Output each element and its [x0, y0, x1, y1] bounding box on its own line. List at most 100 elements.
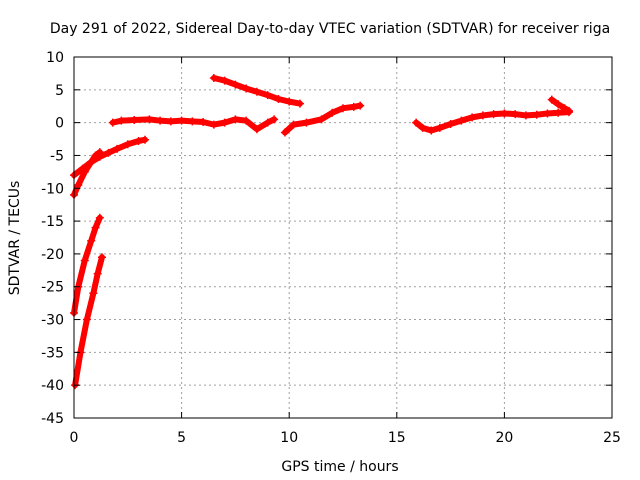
data-point	[427, 126, 436, 135]
data-point	[209, 120, 218, 129]
data-point	[95, 152, 104, 161]
y-tick-label: 10	[46, 50, 64, 66]
data-point	[270, 115, 279, 124]
data-point	[134, 137, 143, 146]
x-tick-label: 20	[495, 430, 513, 446]
y-tick-label: 5	[55, 83, 64, 99]
data-point	[356, 101, 365, 110]
series-arc-9	[547, 95, 573, 115]
data-point	[554, 100, 563, 109]
series-arc-4	[70, 135, 150, 180]
chart-title: Day 291 of 2022, Sidereal Day-to-day VTE…	[50, 21, 610, 37]
data-point	[302, 118, 311, 127]
data-point	[435, 123, 444, 132]
axis-ticks: 0 5 10 15 20 25 -45 -40 -35 -30 -25 -20 -15 -10 -5 0 5 10	[41, 50, 621, 446]
series-trace	[109, 116, 278, 133]
data-point	[295, 99, 304, 108]
series-arc-6	[209, 74, 304, 108]
data-point	[87, 158, 96, 167]
series-arc-7	[280, 101, 365, 137]
y-tick-label: -20	[41, 247, 64, 263]
data-point	[166, 117, 175, 126]
data-point	[263, 118, 272, 127]
series-trace	[413, 109, 572, 134]
data-point	[113, 144, 122, 153]
data-point	[130, 116, 139, 125]
series-trace	[71, 214, 103, 316]
data-point	[220, 118, 229, 127]
y-tick-label: -45	[41, 411, 64, 427]
data-point	[97, 253, 106, 262]
data-point	[285, 97, 294, 106]
data-point	[547, 95, 556, 104]
x-tick-label: 10	[280, 430, 298, 446]
data-point	[289, 120, 298, 129]
x-tick-label: 25	[603, 430, 621, 446]
y-tick-label: -35	[41, 345, 64, 361]
data-point	[104, 148, 113, 157]
plot-frame	[73, 56, 613, 419]
data-point	[560, 104, 569, 113]
data-point	[95, 213, 104, 222]
data-point	[209, 74, 218, 83]
series-arc-1	[70, 213, 104, 317]
x-tick-label: 15	[388, 430, 406, 446]
data-point	[89, 289, 98, 298]
x-tick-label: 0	[70, 430, 79, 446]
y-tick-label: -25	[41, 280, 64, 296]
data-point	[511, 110, 520, 119]
y-tick-label: 0	[55, 116, 64, 132]
data-point	[177, 116, 186, 125]
data-point	[339, 104, 347, 113]
data-point	[280, 128, 289, 137]
data-point	[242, 84, 251, 93]
data-point	[74, 180, 83, 189]
series-arc-2	[71, 253, 106, 390]
data-points	[70, 74, 573, 390]
data-point	[418, 123, 427, 132]
y-tick-label: -10	[41, 181, 64, 197]
data-point	[500, 109, 509, 118]
data-point	[317, 115, 326, 124]
x-axis-label: GPS time / hours	[281, 459, 398, 475]
data-point	[252, 125, 261, 134]
data-point	[145, 115, 154, 124]
data-point	[532, 110, 541, 119]
data-point	[156, 116, 165, 125]
data-point	[199, 117, 208, 126]
series-arc-8	[412, 108, 573, 135]
data-point	[91, 223, 100, 232]
y-tick-label: -15	[41, 214, 64, 230]
data-point	[274, 95, 283, 104]
data-point	[242, 116, 251, 125]
data-point	[349, 102, 358, 111]
y-axis-label: SDTVAR / TECUs	[7, 181, 23, 296]
data-point	[489, 110, 498, 119]
data-point	[521, 111, 530, 120]
data-point	[220, 76, 229, 85]
data-point	[82, 315, 91, 324]
y-tick-label: -30	[41, 313, 64, 329]
data-point	[543, 109, 552, 118]
data-point	[117, 116, 126, 125]
y-tick-label: -5	[50, 148, 64, 164]
data-point	[80, 256, 89, 265]
series-arc-5	[108, 115, 279, 134]
data-point	[478, 111, 487, 120]
data-point	[446, 119, 455, 128]
data-point	[78, 164, 87, 173]
data-point	[564, 106, 573, 115]
y-tick-label: -40	[41, 378, 64, 394]
data-point	[457, 116, 466, 125]
data-point	[328, 108, 337, 117]
data-point	[252, 87, 261, 96]
series-trace	[71, 136, 149, 179]
data-point	[123, 140, 132, 149]
data-point	[554, 108, 563, 117]
data-point	[108, 118, 117, 127]
data-point	[231, 80, 240, 89]
series-trace	[548, 96, 572, 114]
data-point	[263, 91, 272, 100]
data-point	[93, 269, 102, 278]
